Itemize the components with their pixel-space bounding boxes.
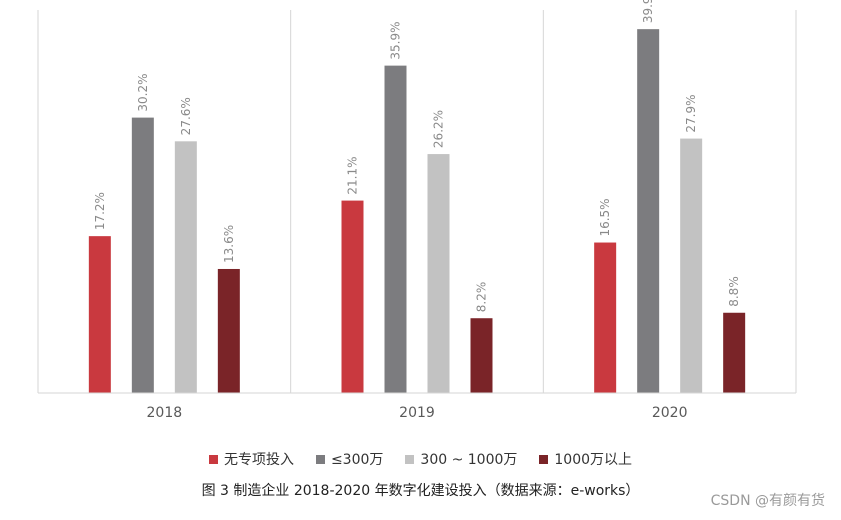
legend: 无专项投入 ≤300万 300 ~ 1000万 1000万以上	[0, 448, 841, 470]
value-label-2018-series-4: 13.6%	[222, 225, 236, 263]
bar-2018-series-3	[174, 141, 197, 393]
value-labels: 17.2% 30.2% 27.6% 13.6% 21.1% 35.9% 26.2% 8.2% 1…	[93, 0, 741, 312]
value-label-2019-series-4: 8.2%	[475, 282, 489, 313]
legend-item-3: 300 ~ 1000万	[405, 449, 517, 469]
bar-2020-series-2	[637, 29, 660, 394]
x-tick-2019: 2019	[399, 405, 435, 421]
bar-2019-series-3	[427, 154, 450, 393]
legend-item-4: 1000万以上	[539, 449, 632, 469]
legend-swatch	[315, 454, 325, 464]
legend-item-1: 无专项投入	[208, 449, 294, 469]
bar-2018-series-4	[217, 268, 240, 393]
bar-2020-series-1	[594, 242, 617, 393]
legend-label: 无专项投入	[223, 452, 294, 468]
chart-caption: 图 3 制造企业 2018-2020 年数字化建设投入（数据来源：e-works…	[201, 483, 640, 499]
legend-swatch	[405, 454, 415, 464]
value-label-2018-series-2: 30.2%	[136, 73, 150, 111]
legend-item-2: ≤300万	[315, 449, 384, 469]
value-label-2018-series-1: 17.2%	[93, 192, 107, 230]
bar-2019-series-2	[384, 65, 407, 393]
value-label-2019-series-1: 21.1%	[346, 156, 360, 194]
bar-2018-series-1	[88, 236, 111, 393]
value-label-2018-series-3: 27.6%	[179, 97, 193, 135]
x-tick-2018: 2018	[147, 405, 183, 421]
legend-swatch	[208, 454, 218, 464]
bar-2020-series-4	[723, 312, 746, 393]
watermark: CSDN @有颜有货	[710, 493, 825, 509]
value-label-2020-series-3: 27.9%	[684, 94, 698, 132]
bar-2018-series-2	[131, 117, 154, 393]
x-tick-2020: 2020	[652, 405, 688, 421]
value-label-2020-series-2: 39.9%	[641, 0, 655, 23]
legend-label: 300 ~ 1000万	[420, 452, 518, 468]
bar-2019-series-1	[341, 200, 364, 393]
bar-2019-series-4	[470, 318, 493, 393]
bar-series	[88, 29, 746, 394]
legend-swatch	[539, 454, 549, 464]
value-label-2020-series-4: 8.8%	[727, 276, 741, 307]
bar-2020-series-3	[680, 138, 703, 393]
value-label-2019-series-2: 35.9%	[389, 22, 403, 60]
value-label-2019-series-3: 26.2%	[432, 110, 446, 148]
value-label-2020-series-1: 16.5%	[598, 198, 612, 236]
bar-chart: 17.2% 30.2% 27.6% 13.6% 21.1% 35.9% 26.2% 8.2% 1…	[37, 0, 797, 421]
category-separators	[37, 10, 797, 393]
legend-label: ≤300万	[330, 452, 384, 468]
legend-label: 1000万以上	[554, 452, 633, 468]
x-axis-ticks: 2018 2019 2020	[147, 405, 688, 421]
